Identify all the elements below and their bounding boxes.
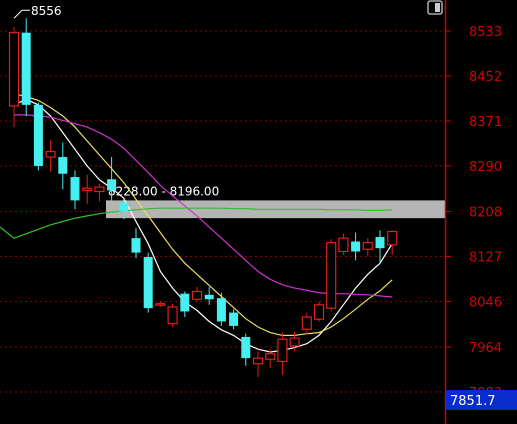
high-marker: 8556 (13, 4, 62, 19)
candle-body (58, 157, 68, 174)
candle-body (94, 186, 105, 193)
candle-body (191, 290, 203, 300)
price-axis[interactable]: 8533845283718290820881278046796478837851… (444, 0, 517, 424)
high-marker-pointer (13, 9, 23, 19)
axis-tick-label: 8046 (469, 295, 502, 310)
candle-body (301, 316, 312, 330)
axis-tick-label: 8127 (469, 250, 502, 265)
candle-body (229, 312, 239, 326)
candle-body (180, 293, 190, 312)
candle-body (289, 337, 300, 347)
candle-body (387, 230, 398, 246)
candle-body (277, 338, 288, 363)
window-icons: ◇ (404, 0, 443, 17)
high-marker-label: 8556 (31, 4, 62, 18)
candle-body (70, 177, 80, 201)
diamond-icon[interactable]: ◇ (404, 1, 415, 17)
candle-body (241, 337, 251, 359)
candle-body (216, 298, 226, 322)
axis-tick-label: 8452 (469, 70, 502, 85)
candle-body (265, 353, 276, 360)
candle-body (204, 294, 214, 300)
candle-body (45, 150, 56, 158)
axis-tick-label: 8290 (469, 160, 502, 175)
moving-average-lines (0, 93, 393, 353)
axis-tick-label: 8533 (469, 25, 502, 40)
moving-average-line (13, 98, 393, 353)
candle-body (167, 306, 178, 325)
candle-body (326, 242, 337, 309)
current-price-label: 7851.7 (450, 394, 496, 409)
axis-tick-label: 8371 (469, 115, 502, 130)
candles (8, 18, 398, 378)
candle-body (375, 237, 385, 249)
price-zone-label: 8228.00 - 8196.00 (108, 184, 219, 198)
axis-tick-label: 8208 (469, 206, 502, 221)
candle-body (252, 357, 264, 365)
candle-body (351, 241, 361, 252)
moving-average-line (13, 93, 393, 336)
price-zone: 8228.00 - 8196.00 (106, 184, 445, 219)
candle-body (362, 242, 373, 250)
candle-body (21, 32, 31, 105)
moving-average-line (0, 207, 393, 239)
candle-body (107, 179, 117, 191)
candle-body (82, 187, 93, 191)
axis-tick-label: 7964 (469, 341, 502, 356)
candle-body (338, 237, 349, 253)
candle-body (143, 257, 153, 309)
current-price-box (446, 390, 517, 410)
candle-body (119, 202, 129, 212)
candle-body (131, 238, 141, 253)
candle-body (155, 303, 166, 306)
candle-body (33, 104, 43, 166)
candle-body (313, 304, 325, 320)
candle-body (8, 32, 20, 107)
window-restore-icon[interactable] (427, 0, 443, 15)
